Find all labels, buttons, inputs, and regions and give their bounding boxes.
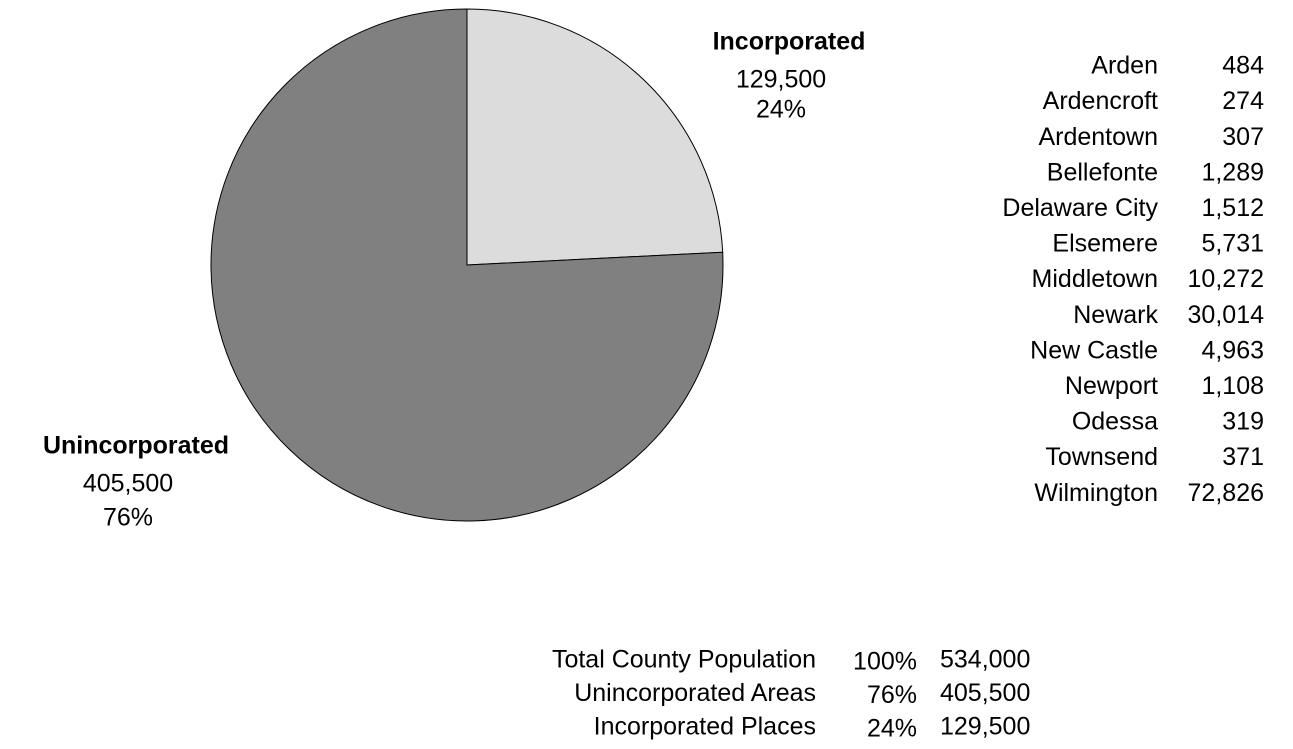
place-population: 1,108	[1201, 372, 1264, 400]
place-name: New Castle	[1030, 336, 1158, 364]
place-population: 5,731	[1201, 230, 1264, 258]
place-name: Wilmington	[1034, 479, 1158, 507]
place-population: 4,963	[1201, 336, 1264, 364]
place-name: Newport	[1065, 372, 1158, 400]
place-population: 1,289	[1201, 158, 1264, 186]
slice-label: Unincorporated	[43, 432, 229, 460]
place-name: Ardencroft	[1043, 87, 1158, 115]
place-population: 371	[1222, 443, 1264, 471]
summary-value: 534,000	[940, 646, 1030, 674]
summary-label: Incorporated Places	[594, 713, 816, 741]
summary-value: 405,500	[940, 679, 1030, 707]
place-name: Middletown	[1032, 265, 1158, 293]
summary-percent: 76%	[867, 681, 917, 709]
place-population: 30,014	[1188, 301, 1265, 329]
summary-percent: 24%	[867, 715, 917, 743]
place-name: Odessa	[1072, 408, 1158, 436]
place-name: Newark	[1073, 301, 1158, 329]
slice-percent: 24%	[756, 96, 806, 124]
slice-percent: 76%	[103, 504, 153, 532]
place-name: Bellefonte	[1047, 158, 1158, 186]
place-population: 10,272	[1188, 265, 1264, 293]
place-population: 1,512	[1201, 194, 1264, 222]
summary-value: 129,500	[940, 713, 1030, 741]
place-name: Elsemere	[1052, 230, 1158, 258]
place-population: 72,826	[1188, 479, 1264, 507]
pie-slice	[466, 8, 724, 266]
pie-slice	[210, 8, 724, 522]
summary-label: Unincorporated Areas	[574, 679, 816, 707]
slice-value: 405,500	[83, 470, 173, 498]
place-population: 484	[1222, 52, 1264, 80]
place-population: 319	[1222, 408, 1264, 436]
summary-label: Total County Population	[552, 646, 816, 674]
slice-value: 129,500	[736, 66, 826, 94]
place-name: Townsend	[1045, 443, 1158, 471]
place-population: 307	[1222, 123, 1264, 151]
place-name: Delaware City	[1002, 194, 1158, 222]
summary-percent: 100%	[853, 648, 917, 676]
place-name: Arden	[1091, 52, 1158, 80]
slice-label: Incorporated	[713, 28, 866, 56]
place-name: Ardentown	[1038, 123, 1158, 151]
place-population: 274	[1222, 87, 1264, 115]
